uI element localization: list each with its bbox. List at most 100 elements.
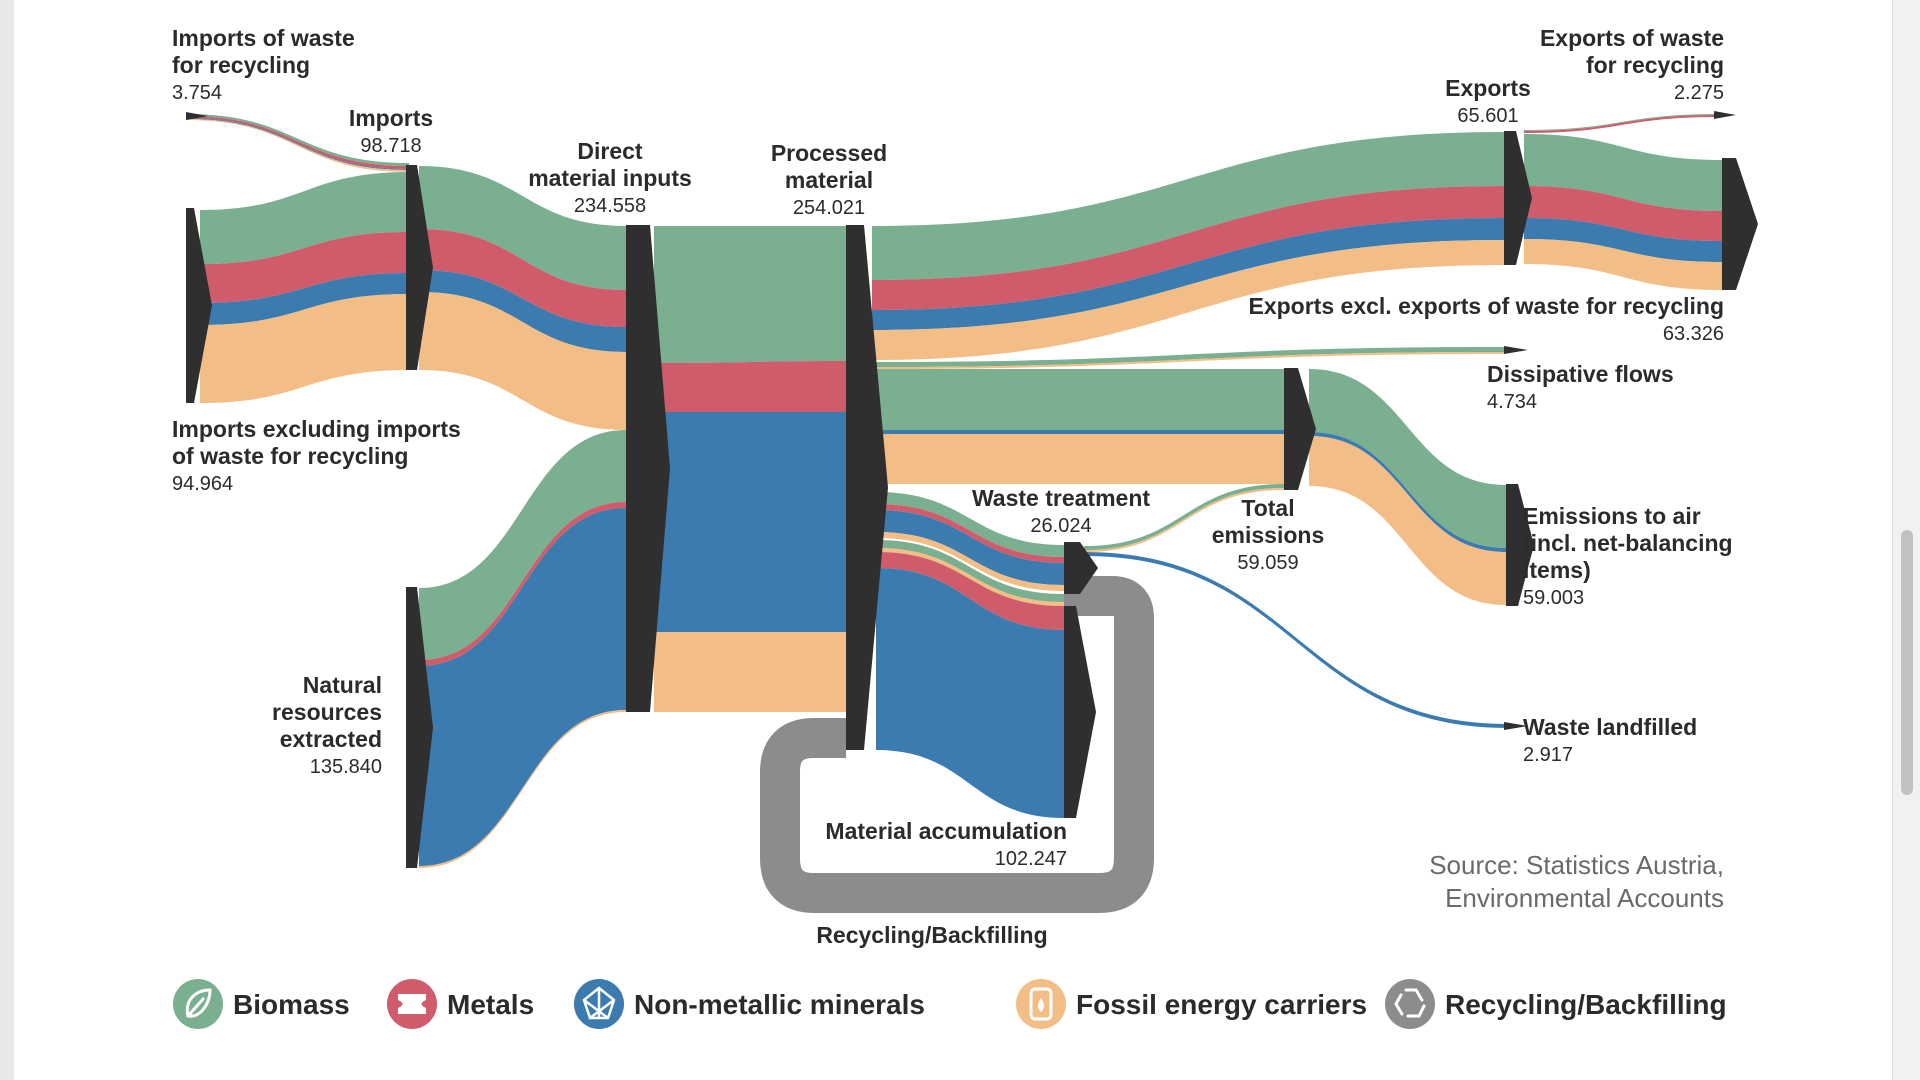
- node-name: Imports: [349, 105, 433, 131]
- flow-waste-to-emissions-fossil: [1084, 488, 1284, 552]
- flow-dmi-to-processed-biomass: [654, 226, 846, 363]
- scrollbar-thumb[interactable]: [1901, 530, 1913, 795]
- label-exports: Exports 65.601: [1445, 75, 1531, 127]
- flow-natural-to-dmi-metals: [419, 502, 626, 666]
- recycling-loop-band: [760, 576, 1154, 913]
- node-landfilled: [1504, 722, 1528, 730]
- node-value: 94.964: [172, 473, 233, 495]
- content-area: Imports of waste for recycling 3.754 Import…: [14, 0, 1892, 1080]
- recycle-icon: [1385, 979, 1435, 1029]
- node-name: Direct: [577, 138, 643, 164]
- flow-processed-to-exports-minerals: [872, 218, 1504, 330]
- flow-processed-to-emissions-minerals: [876, 430, 1284, 434]
- source-line: Source: Statistics Austria,: [1429, 850, 1724, 880]
- node-processed: [846, 225, 888, 750]
- node-name: Dissipative flows: [1487, 361, 1674, 387]
- legend: Biomass Metals Non-metallic minerals Fossil…: [173, 979, 1727, 1029]
- node-exports-waste: [1714, 111, 1736, 119]
- flow-processed-to-waste-fossil: [876, 532, 1064, 591]
- node-emissions-air: [1506, 484, 1534, 606]
- flow-processed-to-accumulation-minerals: [876, 568, 1064, 818]
- label-exports-excl: Exports excl. exports of waste for recyc…: [1249, 293, 1725, 345]
- flow-processed-to-accumulation-metals: [876, 552, 1064, 630]
- node-name: resources: [272, 699, 382, 725]
- node-name: Processed: [771, 140, 887, 166]
- node-value: 59.059: [1237, 552, 1298, 574]
- flows: [186, 114, 1722, 868]
- flow-processed-to-exports-metals: [872, 186, 1504, 310]
- leaf-icon: [173, 979, 223, 1029]
- flow-waste-to-landfill: [1084, 552, 1509, 728]
- node-value: 102.247: [995, 848, 1067, 870]
- node-waste-treatment: [1064, 542, 1098, 594]
- flow-natural-to-dmi-fossil: [419, 710, 626, 868]
- node-name: for recycling: [172, 52, 310, 78]
- flow-exports-to-exports-excl-biomass: [1524, 134, 1722, 211]
- flow-imports-excl-to-imports-minerals: [200, 273, 409, 325]
- node-name: Imports excluding imports: [172, 416, 461, 442]
- node-accumulation: [1064, 606, 1096, 818]
- node-name: Imports of waste: [172, 25, 355, 51]
- legend-item-fossil: Fossil energy carriers: [1016, 979, 1367, 1029]
- node-name: extracted: [280, 726, 382, 752]
- node-value: 26.024: [1030, 515, 1091, 537]
- flow-emissions-to-air-fossil: [1309, 436, 1506, 605]
- node-imports-waste: [186, 112, 208, 120]
- node-value: 3.754: [172, 82, 222, 104]
- flow-processed-to-accumulation-biomass: [876, 540, 1064, 602]
- vertical-scrollbar[interactable]: [1892, 0, 1920, 1080]
- flow-processed-to-exports-fossil: [872, 240, 1504, 360]
- legend-label: Biomass: [233, 989, 350, 1020]
- metal-beam-icon: [387, 979, 437, 1029]
- flow-imports-to-dmi-biomass: [419, 166, 626, 290]
- node-name: Exports: [1445, 75, 1531, 101]
- node-name: Exports of waste: [1540, 25, 1724, 51]
- node-value: 4.734: [1487, 391, 1537, 413]
- legend-label: Non-metallic minerals: [634, 989, 925, 1020]
- source-note: Source: Statistics Austria,Environmental…: [1429, 850, 1724, 913]
- legend-item-recycling: Recycling/Backfilling: [1385, 979, 1727, 1029]
- node-value: 65.601: [1457, 105, 1518, 127]
- node-value: 59.003: [1523, 587, 1584, 609]
- node-exports-excl: [1722, 158, 1758, 290]
- flow-imports-to-dmi-minerals: [419, 270, 626, 352]
- flow-processed-to-waste-minerals: [876, 510, 1064, 585]
- flow-imports-waste-metals: [186, 116, 409, 169]
- label-landfilled: Waste landfilled 2.917: [1523, 714, 1697, 766]
- node-dmi: [626, 225, 670, 712]
- label-recycling-loop: Recycling/Backfilling: [816, 922, 1047, 948]
- node-value: 2.275: [1674, 82, 1724, 104]
- node-name: of waste for recycling: [172, 443, 408, 469]
- oil-drop-icon: [1016, 979, 1066, 1029]
- node-dissipative: [1504, 346, 1528, 354]
- flow-processed-to-waste-metals: [876, 504, 1064, 563]
- flow-dmi-to-processed-fossil: [654, 632, 846, 712]
- legend-label: Recycling/Backfilling: [1445, 989, 1727, 1020]
- flow-imports-waste-minerals: [186, 118, 409, 170]
- node-name: emissions: [1212, 522, 1325, 548]
- node-name: for recycling: [1586, 52, 1724, 78]
- flow-exports-to-exports-waste-biomass: [1524, 114, 1719, 131]
- node-name: (incl. net-balancing: [1523, 530, 1733, 556]
- node-exports: [1504, 131, 1532, 265]
- flow-processed-to-dissipative-biomass: [872, 347, 1504, 367]
- node-natural: [406, 587, 433, 868]
- node-name: Natural: [303, 672, 382, 698]
- node-value: 234.558: [574, 195, 646, 217]
- node-total-emissions: [1284, 368, 1316, 490]
- node-name: material inputs: [528, 165, 692, 191]
- flow-dmi-to-processed-metals: [654, 361, 846, 412]
- node-value: 2.917: [1523, 744, 1573, 766]
- node-name: Waste landfilled: [1523, 714, 1697, 740]
- flow-waste-to-emissions-biomass: [1084, 484, 1284, 550]
- label-emissions-air: Emissions to air(incl. net-balancingitem…: [1523, 503, 1733, 609]
- node-value: 135.840: [310, 756, 382, 778]
- flow-imports-excl-to-imports-fossil: [200, 294, 409, 403]
- label-waste-treatment: Waste treatment 26.024: [972, 485, 1150, 537]
